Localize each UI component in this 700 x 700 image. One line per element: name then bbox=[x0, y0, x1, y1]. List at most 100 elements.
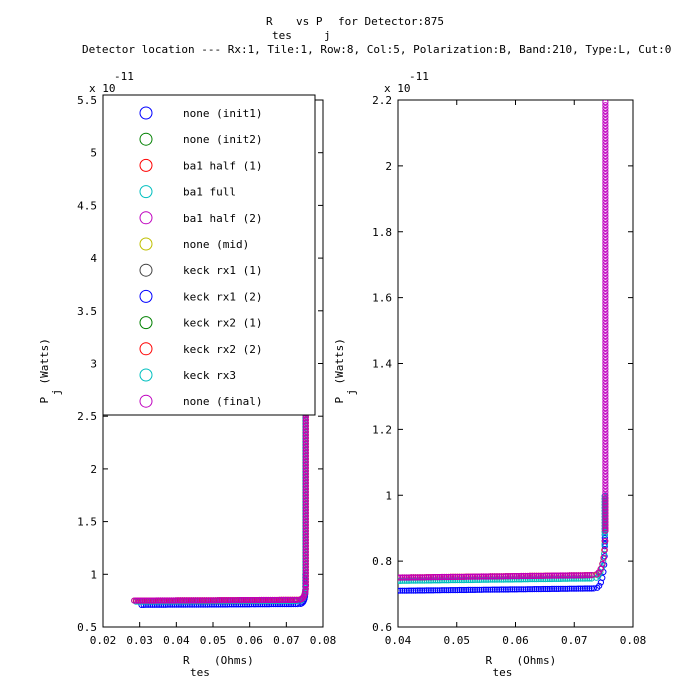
data-point bbox=[602, 243, 609, 250]
data-point bbox=[269, 596, 276, 604]
data-point bbox=[302, 476, 309, 483]
data-point bbox=[602, 321, 609, 328]
data-point bbox=[602, 426, 609, 433]
data-point bbox=[135, 597, 142, 604]
data-point bbox=[507, 573, 514, 580]
data-point bbox=[250, 601, 257, 608]
data-point bbox=[412, 574, 419, 581]
data-point bbox=[177, 597, 184, 604]
data-point bbox=[302, 569, 309, 576]
data-point bbox=[602, 450, 609, 457]
data-point bbox=[602, 381, 609, 388]
data-point bbox=[559, 572, 567, 579]
data-point bbox=[570, 572, 578, 579]
data-point bbox=[302, 488, 309, 495]
data-point bbox=[302, 431, 309, 438]
data-point bbox=[133, 597, 140, 604]
data-point bbox=[602, 399, 609, 406]
data-point bbox=[438, 573, 446, 581]
data-point bbox=[579, 585, 586, 592]
legend-label: ba1 half (2) bbox=[183, 212, 262, 225]
data-point bbox=[205, 597, 213, 604]
data-point bbox=[302, 461, 309, 468]
y-tick-label: 3 bbox=[90, 358, 97, 371]
y-axis-label: Pj (Watts) bbox=[38, 338, 63, 403]
data-point bbox=[573, 585, 580, 592]
data-point bbox=[602, 345, 609, 352]
data-point bbox=[398, 587, 404, 594]
data-point bbox=[425, 587, 432, 594]
y-tick-label: 2 bbox=[385, 160, 392, 173]
data-point bbox=[206, 601, 213, 608]
data-point bbox=[302, 578, 309, 585]
data-point bbox=[562, 572, 569, 579]
data-point bbox=[515, 586, 523, 593]
data-point bbox=[458, 573, 465, 580]
data-point bbox=[498, 573, 505, 580]
data-point bbox=[460, 573, 468, 580]
data-point bbox=[149, 601, 156, 608]
data-point bbox=[602, 252, 609, 259]
data-point bbox=[430, 587, 437, 594]
data-point bbox=[480, 573, 487, 580]
data-point bbox=[599, 560, 606, 568]
legend-marker bbox=[139, 132, 153, 146]
data-point bbox=[432, 574, 439, 581]
data-point bbox=[447, 573, 454, 581]
data-point bbox=[602, 453, 609, 460]
data-point bbox=[452, 573, 459, 581]
y-tick-label: 1.4 bbox=[372, 358, 392, 371]
data-point bbox=[478, 573, 485, 580]
data-point bbox=[183, 597, 191, 604]
data-point bbox=[502, 586, 509, 593]
x-axis-label: R bbox=[183, 654, 190, 667]
data-point bbox=[302, 443, 309, 450]
data-point bbox=[602, 348, 609, 355]
x-tick-label: 0.02 bbox=[90, 634, 117, 647]
data-point bbox=[600, 558, 607, 565]
data-point bbox=[238, 597, 246, 604]
data-series bbox=[132, 403, 309, 605]
data-point bbox=[602, 186, 609, 193]
data-point bbox=[531, 586, 538, 593]
data-point bbox=[487, 573, 494, 580]
data-point bbox=[596, 582, 603, 589]
y-exponent: -11 bbox=[114, 70, 134, 83]
data-point bbox=[584, 585, 591, 592]
y-tick-label: 1.8 bbox=[372, 226, 392, 239]
right-panel: 0.04 0.05 0.06 0.07 0.08 0.6 0.8 1 1.2 1.4 1.6 1.8 2… bbox=[333, 70, 646, 679]
data-point bbox=[419, 587, 426, 594]
data-point bbox=[602, 174, 609, 181]
data-point bbox=[302, 585, 309, 593]
data-point bbox=[278, 596, 285, 604]
data-point bbox=[398, 577, 402, 584]
data-point bbox=[602, 429, 609, 436]
data-point bbox=[602, 219, 609, 226]
data-point bbox=[302, 479, 309, 486]
data-point bbox=[302, 500, 309, 507]
data-point bbox=[191, 601, 198, 608]
data-point bbox=[553, 572, 560, 579]
data-point bbox=[602, 330, 609, 337]
y-tick-label: 5 bbox=[90, 147, 97, 160]
x-axis-label-unit: (Ohms) bbox=[214, 654, 254, 667]
data-point bbox=[248, 601, 255, 608]
data-point bbox=[540, 585, 547, 593]
data-point bbox=[564, 572, 571, 579]
data-point bbox=[602, 162, 609, 169]
data-point bbox=[403, 574, 410, 581]
data-point bbox=[602, 234, 609, 241]
data-point bbox=[493, 573, 501, 580]
data-point bbox=[148, 597, 155, 604]
data-point bbox=[595, 569, 602, 576]
legend-label: ba1 half (1) bbox=[183, 159, 262, 172]
data-point bbox=[602, 159, 609, 166]
data-point bbox=[302, 485, 309, 492]
y-tick-label: 5.5 bbox=[77, 94, 97, 107]
data-point bbox=[302, 548, 309, 555]
x-axis-label: R bbox=[486, 654, 493, 667]
data-point bbox=[575, 572, 582, 579]
data-point bbox=[602, 237, 609, 244]
data-point bbox=[441, 573, 448, 581]
